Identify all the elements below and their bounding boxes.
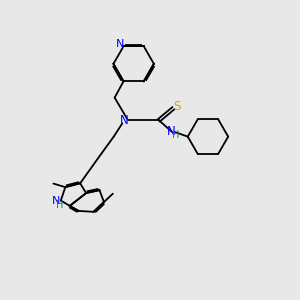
Text: H: H — [56, 200, 63, 210]
Text: N: N — [120, 114, 129, 127]
Text: N: N — [116, 39, 124, 49]
Text: H: H — [172, 130, 179, 140]
Text: S: S — [173, 100, 180, 113]
Text: N: N — [167, 125, 176, 138]
Text: N: N — [52, 196, 61, 206]
